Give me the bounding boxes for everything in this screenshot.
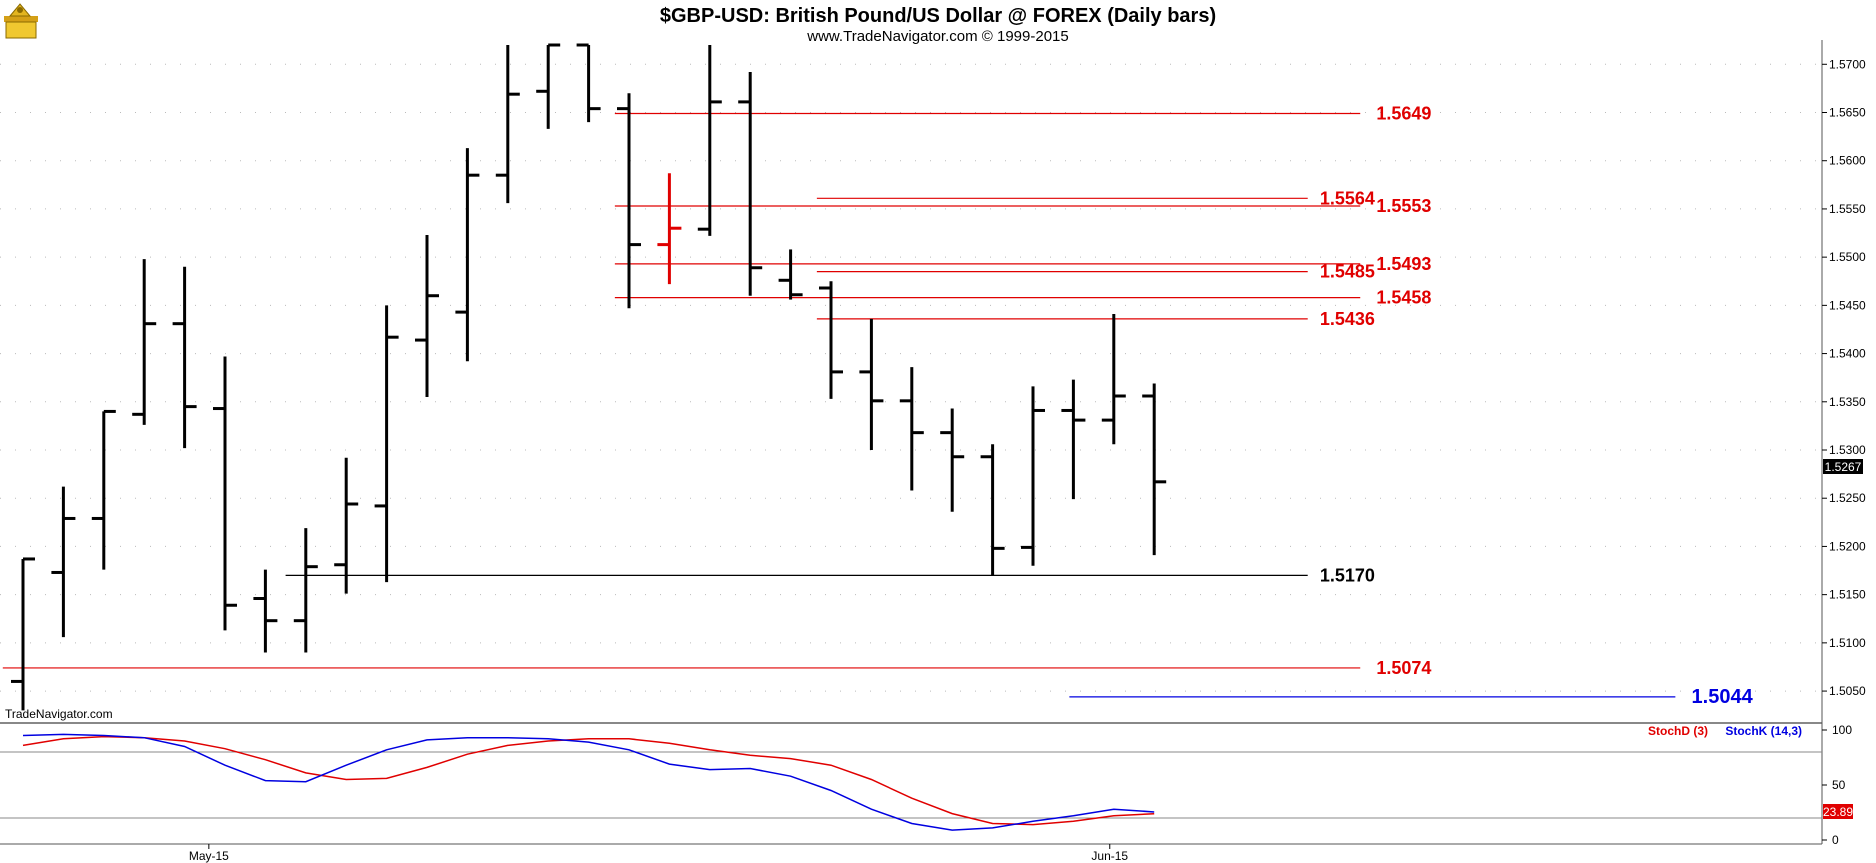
time-tick-label-1: Jun-15 (1091, 849, 1128, 863)
chart-title: $GBP-USD: British Pound/US Dollar @ FORE… (660, 5, 1216, 27)
level-label-2: 1.5553 (1376, 196, 1431, 216)
last-price-badge (1823, 459, 1863, 474)
ohlc-bar-4 (172, 266, 197, 449)
ohlc-bar-20 (819, 281, 843, 399)
support-resistance-levels: 1.5649 1.5564 1.5553 1.54931.54851.54581.54… (2, 103, 1754, 708)
ohlc-bar-26 (1061, 379, 1086, 500)
level-label-8: 1.5074 (1376, 658, 1431, 678)
stoch-last-badge (1823, 804, 1853, 819)
level-label-7: 1.5170 (1320, 565, 1375, 585)
watermark-label: TradeNavigator.com (5, 707, 113, 721)
price-tick-label-7: 1.5400 (1829, 347, 1866, 361)
level-label-4: 1.5485 (1320, 262, 1375, 282)
stoch-tick-label-0: 0 (1832, 833, 1839, 847)
stoch-tick-label-2: 100 (1832, 723, 1852, 737)
ohlc-bar-7 (293, 528, 318, 653)
ohlc-bar-24 (980, 444, 1005, 576)
ohlc-bar-12 (495, 45, 520, 204)
ohlc-bar-17 (697, 45, 722, 236)
price-tick-label-0: 1.5050 (1829, 684, 1866, 698)
ohlc-bar-28 (1142, 383, 1167, 556)
price-tick-label-8: 1.5450 (1829, 298, 1866, 312)
level-label-0: 1.5649 (1376, 103, 1431, 123)
ohlc-bar-1 (51, 486, 76, 638)
ohlc-bar-23 (940, 408, 965, 512)
last-price-label: 1.5267 (1825, 460, 1862, 474)
ohlc-bar-25 (1021, 386, 1045, 566)
ohlc-bar-22 (899, 367, 924, 491)
price-tick-label-3: 1.5200 (1829, 539, 1866, 553)
ohlc-bar-13 (536, 43, 561, 129)
stochastic-panel: 0 50 100 (0, 723, 1852, 847)
ohlc-bars (11, 43, 1167, 711)
chart-subtitle: www.TradeNavigator.com © 1999-2015 (806, 28, 1068, 45)
ohlc-bar-3 (132, 259, 157, 425)
ohlc-bar-5 (213, 356, 237, 631)
stoch-last-label: 23.89 (1823, 805, 1853, 819)
ohlc-bar-21 (859, 318, 884, 450)
price-tick-label-6: 1.5350 (1829, 395, 1866, 409)
level-label-5: 1.5458 (1376, 288, 1431, 308)
trade-navigator-logo-icon (4, 3, 38, 39)
price-tick-label-4: 1.5250 (1829, 491, 1866, 505)
price-tick-label-9: 1.5500 (1829, 250, 1866, 264)
ohlc-bar-19 (778, 249, 803, 300)
price-tick-label-1: 1.5100 (1829, 636, 1866, 650)
ohlc-bar-9 (374, 305, 399, 583)
level-label-3: 1.5493 (1376, 254, 1431, 274)
ohlc-bar-8 (334, 457, 359, 594)
price-axis: 1.5050 1.5100 1.5150 1.5200 1.5250 1.5300 1.53… (1822, 57, 1866, 698)
ohlc-bar-6 (253, 569, 278, 653)
stoch-tick-label-1: 50 (1832, 778, 1846, 792)
stoch-k-line (22, 733, 1155, 831)
stoch-d-line (22, 735, 1155, 826)
stoch-k-legend: StochK (14,3) (1725, 724, 1802, 738)
stoch-d-legend: StochD (3) (1648, 724, 1708, 738)
price-tick-label-12: 1.5650 (1829, 106, 1866, 120)
ohlc-bar-14 (576, 43, 601, 123)
ohlc-bar-0 (11, 557, 35, 711)
ohlc-bar-16 (657, 173, 682, 285)
ohlc-bar-10 (415, 234, 439, 397)
ohlc-bar-2 (91, 409, 116, 570)
level-label-6: 1.5436 (1320, 309, 1375, 329)
ohlc-bar-27 (1101, 314, 1126, 445)
level-label-1: 1.5564 (1320, 188, 1375, 208)
price-tick-label-5: 1.5300 (1829, 443, 1866, 457)
ohlc-bar-11 (455, 148, 480, 362)
ohlc-bar-15 (617, 93, 641, 309)
price-tick-label-2: 1.5150 (1829, 588, 1866, 602)
price-tick-label-10: 1.5550 (1829, 202, 1866, 216)
level-label-9: 1.5044 (1692, 686, 1754, 708)
time-axis: May-15 Jun-15 (189, 844, 1128, 863)
price-tick-label-13: 1.5700 (1829, 57, 1866, 71)
ohlc-bar-18 (738, 72, 763, 296)
time-tick-label-0: May-15 (189, 849, 229, 863)
price-tick-label-11: 1.5600 (1829, 154, 1866, 168)
